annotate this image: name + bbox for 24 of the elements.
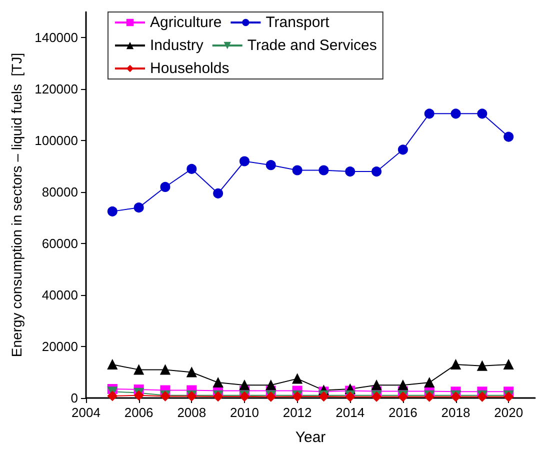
- x-tick-label: 2008: [177, 405, 206, 420]
- x-tick-label: 2006: [124, 405, 154, 420]
- x-tick-label: 2010: [230, 405, 259, 420]
- x-tick-label: 2012: [282, 405, 312, 420]
- legend-label: Trade and Services: [247, 37, 377, 54]
- y-tick-label: 80000: [42, 184, 78, 200]
- x-tick-label: 2018: [441, 405, 470, 420]
- y-tick-label: 100000: [34, 133, 78, 148]
- y-tick-label: 20000: [42, 339, 78, 354]
- legend-label: Households: [150, 60, 230, 77]
- y-axis-title: Energy consumption in sectors – liquid fuels [TJ]: [8, 52, 25, 358]
- x-tick-label: 2014: [336, 405, 365, 420]
- x-tick-label: 2020: [494, 405, 524, 420]
- y-tick-label: 0: [70, 390, 78, 406]
- x-axis-title: Year: [295, 429, 326, 446]
- legend-label: Transport: [266, 14, 330, 31]
- x-tick-label: 2004: [72, 405, 100, 420]
- legend-label: Industry: [150, 37, 204, 54]
- x-tick-label: 2016: [388, 405, 418, 420]
- y-tick-label: 60000: [42, 236, 78, 252]
- legend-label: Agriculture: [150, 14, 222, 31]
- y-tick-label: 120000: [34, 82, 78, 97]
- y-tick-label: 140000: [34, 30, 78, 46]
- y-tick-label: 40000: [42, 288, 78, 303]
